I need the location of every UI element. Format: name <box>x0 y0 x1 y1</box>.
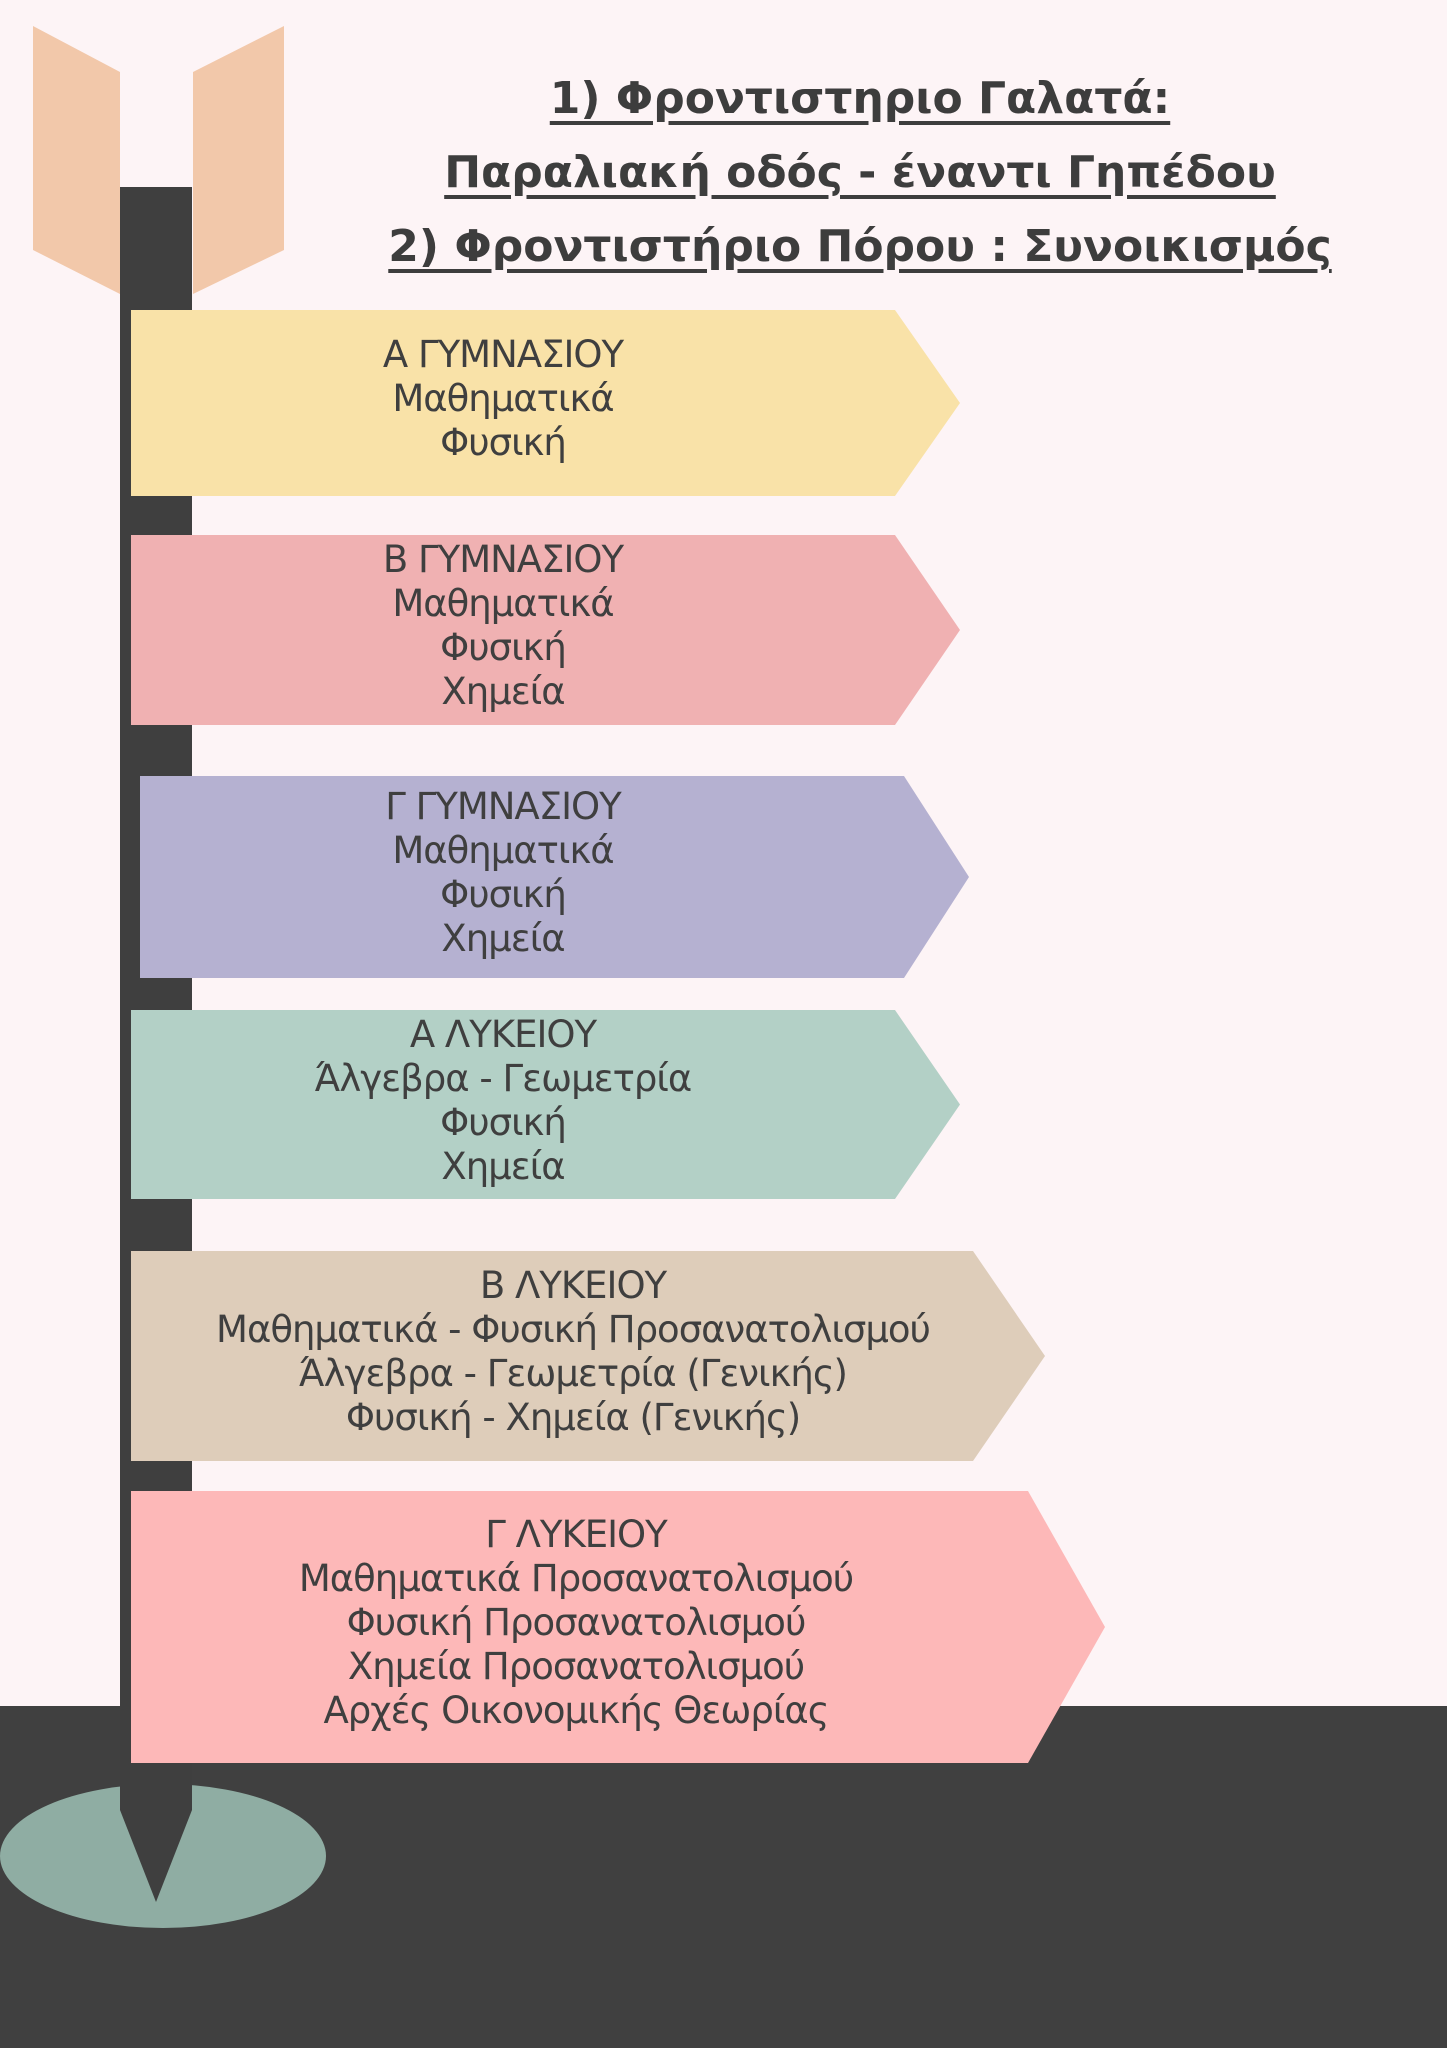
sign-title: Β ΛΥΚΕΙΟΥ <box>479 1264 667 1307</box>
sign-subject: Φυσική <box>440 873 567 916</box>
sign-text: Γ ΓΥΜΝΑΣΙΟΥ Μαθηματικά Φυσική Χημεία <box>53 785 953 961</box>
header-line-3: 2) Φροντιστήριο Πόρου : Συνοικισμός <box>388 221 1332 272</box>
sign-board <box>131 1251 1045 1461</box>
sign-subject: Μαθηματικά <box>392 829 614 872</box>
sign-subject: Μαθηματικά <box>392 377 614 420</box>
sign-text: Β ΛΥΚΕΙΟΥ Μαθηματικά - Φυσική Προσανατολι… <box>123 1264 1023 1440</box>
sign-board <box>131 535 960 725</box>
sign-board <box>140 776 969 978</box>
sign-subject: Φυσική Προσανατολισμού <box>346 1601 807 1644</box>
sign-subject: Άλγεβρα - Γεωμετρία (Γενικής) <box>299 1352 848 1395</box>
sign-subject: Αρχές Οικονομικής Θεωρίας <box>323 1689 829 1732</box>
sign-subject: Φυσική <box>440 1100 567 1144</box>
sign-text: Α ΛΥΚΕΙΟΥ Άλγεβρα - Γεωμετρία Φυσική Χημεία <box>53 1013 953 1189</box>
fletching-right <box>193 26 284 294</box>
sign-text: Β ΓΥΜΝΑΣΙΟΥ Μαθηματικά Φυσική Χημεία <box>53 538 953 714</box>
header-line-1: 1) Φροντιστηριο Γαλατά: <box>549 73 1171 124</box>
sign-text: Γ ΛΥΚΕΙΟΥ Μαθηματικά Προσανατολισμού Φυσικ… <box>126 1513 1026 1733</box>
sign-subject: Χημεία <box>441 1144 565 1188</box>
sign-subject: Φυσική <box>440 626 567 669</box>
header-title: 1) Φροντιστηριο Γαλατά: Παραλιακή οδός -… <box>320 62 1400 284</box>
sign-subject: Άλγεβρα - Γεωμετρία <box>314 1056 693 1100</box>
sign-subject: Φυσική - Χημεία (Γενικής) <box>345 1396 801 1439</box>
sign-text: Α ΓΥΜΝΑΣΙΟΥ Μαθηματικά Φυσική <box>53 333 953 465</box>
sign-title: Γ ΓΥΜΝΑΣΙΟΥ <box>385 785 622 828</box>
sign-board <box>131 1010 960 1199</box>
sign-subject: Χημεία Προσανατολισμού <box>347 1645 805 1688</box>
sign-subject: Χημεία <box>441 917 565 960</box>
sign-subject: Φυσική <box>440 421 567 464</box>
sign-title: Β ΓΥΜΝΑΣΙΟΥ <box>382 538 624 581</box>
sign-board <box>131 1491 1105 1763</box>
sign-title: Γ ΛΥΚΕΙΟΥ <box>485 1513 668 1556</box>
sign-title: Α ΛΥΚΕΙΟΥ <box>409 1012 597 1056</box>
sign-board <box>131 310 960 496</box>
sign-subject: Μαθηματικά <box>392 582 614 625</box>
fletching-left <box>33 26 120 294</box>
sign-subject: Μαθηματικά - Φυσική Προσανατολισμού <box>216 1308 931 1351</box>
sign-subject: Μαθηματικά Προσανατολισμού <box>298 1557 854 1600</box>
sign-title: Α ΓΥΜΝΑΣΙΟΥ <box>382 333 624 376</box>
header-line-2: Παραλιακή οδός - έναντι Γηπέδου <box>444 147 1276 198</box>
sign-subject: Χημεία <box>441 670 565 713</box>
